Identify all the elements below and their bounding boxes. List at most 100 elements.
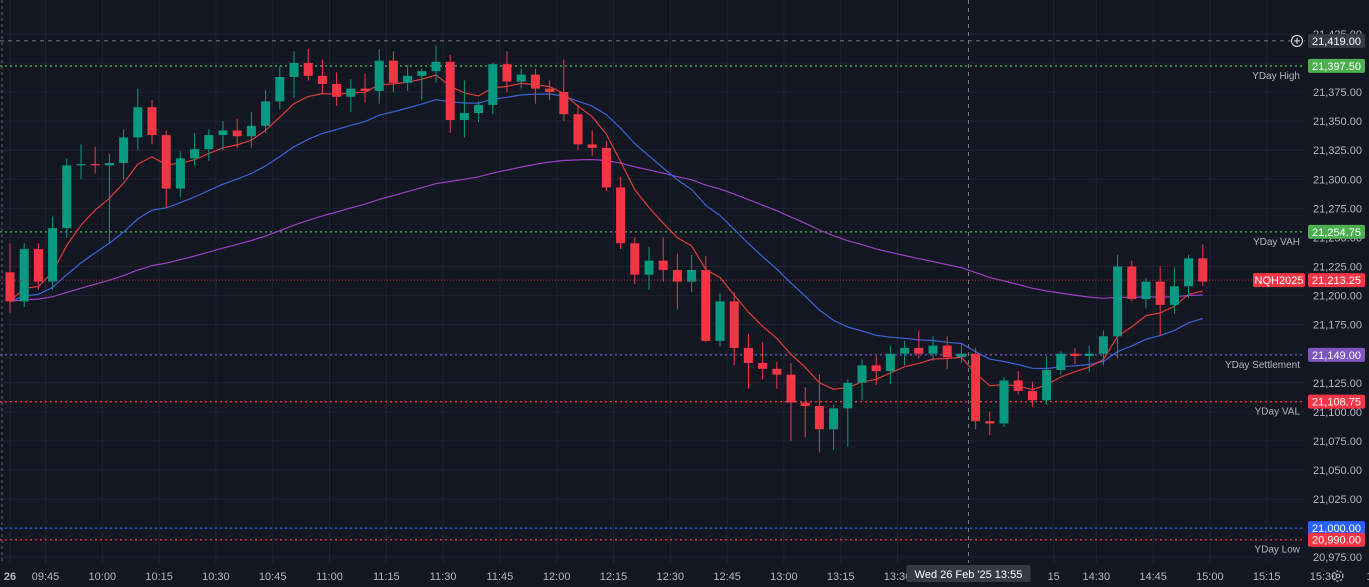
candle[interactable] (928, 336, 938, 361)
candle[interactable] (275, 66, 285, 110)
candle[interactable] (90, 146, 100, 174)
candle[interactable] (133, 88, 143, 151)
candle[interactable] (1184, 254, 1194, 298)
candle[interactable] (843, 379, 853, 447)
candle[interactable] (104, 153, 114, 244)
candle[interactable] (5, 243, 15, 314)
candle[interactable] (545, 80, 555, 101)
candle[interactable] (232, 118, 242, 148)
candle[interactable] (956, 344, 966, 364)
candle[interactable] (19, 243, 29, 308)
candle[interactable] (76, 144, 86, 180)
candle[interactable] (62, 158, 72, 238)
candle[interactable] (914, 330, 924, 359)
candle-body (630, 243, 640, 275)
candle[interactable] (346, 79, 356, 112)
candle[interactable] (971, 347, 981, 430)
candle[interactable] (715, 293, 725, 347)
candle[interactable] (644, 246, 654, 290)
candle-body (942, 345, 952, 358)
candle[interactable] (246, 111, 256, 148)
candle[interactable] (190, 132, 200, 166)
candle[interactable] (559, 59, 569, 122)
candle[interactable] (1027, 381, 1037, 408)
candle[interactable] (1098, 330, 1108, 366)
candle-body (1113, 266, 1123, 337)
candle[interactable] (459, 80, 469, 138)
candle[interactable] (857, 359, 867, 401)
candle[interactable] (261, 89, 271, 133)
candle[interactable] (289, 51, 299, 98)
candle[interactable] (1127, 260, 1137, 302)
candle[interactable] (317, 59, 327, 94)
plus-circle-icon[interactable] (1290, 34, 1304, 48)
candle[interactable] (147, 100, 157, 145)
candle[interactable] (1155, 266, 1165, 337)
candle[interactable] (374, 49, 384, 104)
candle[interactable] (601, 140, 611, 191)
gear-icon[interactable] (1332, 570, 1344, 582)
candle[interactable] (218, 121, 228, 151)
candle[interactable] (119, 129, 129, 180)
candle[interactable] (729, 292, 739, 366)
candle[interactable] (48, 216, 58, 290)
candle[interactable] (204, 129, 214, 161)
candle[interactable] (332, 72, 342, 107)
candle[interactable] (445, 54, 455, 133)
candle-body (956, 353, 966, 358)
candle[interactable] (360, 73, 370, 103)
candle[interactable] (502, 51, 512, 93)
candle[interactable] (814, 374, 824, 453)
candle[interactable] (573, 104, 583, 151)
candle[interactable] (516, 68, 526, 89)
candle[interactable] (630, 237, 640, 284)
candle[interactable] (587, 130, 597, 157)
candle[interactable] (303, 49, 313, 81)
candle[interactable] (33, 243, 43, 290)
candle[interactable] (758, 342, 768, 380)
candle[interactable] (672, 253, 682, 310)
candle[interactable] (985, 411, 995, 436)
time-axis[interactable]: 26 09:45 10:00 10:15 10:30 10:45 11:00 11:15 11:… (0, 563, 1369, 587)
candles[interactable] (5, 45, 1208, 453)
candle[interactable] (1013, 371, 1023, 395)
candle[interactable] (1056, 351, 1066, 375)
candle[interactable] (1141, 278, 1151, 309)
candle[interactable] (772, 361, 782, 389)
candle[interactable] (161, 130, 171, 209)
candle[interactable] (829, 404, 839, 451)
candle[interactable] (1113, 254, 1123, 359)
axis-widgets[interactable] (1290, 34, 1344, 582)
candle[interactable] (871, 356, 881, 386)
candle[interactable] (474, 101, 484, 123)
candle[interactable] (1169, 267, 1179, 315)
candle[interactable] (701, 256, 711, 343)
candle[interactable] (488, 63, 498, 115)
candle[interactable] (403, 65, 413, 91)
candle[interactable] (885, 345, 895, 384)
candle[interactable] (616, 176, 626, 250)
candle[interactable] (175, 151, 185, 197)
candle[interactable] (786, 363, 796, 441)
candle[interactable] (530, 68, 540, 104)
candle[interactable] (942, 336, 952, 369)
price-axis[interactable]: 21,425.0021,375.0021,350.0021,325.0021,3… (1305, 0, 1369, 587)
x-tick-label: 10:15 (145, 571, 173, 583)
candle[interactable] (999, 376, 1009, 427)
y-tick-label: 21,050.00 (1313, 465, 1362, 477)
candle[interactable] (687, 254, 697, 293)
candle[interactable] (1042, 356, 1052, 405)
candle[interactable] (431, 45, 441, 83)
candle[interactable] (658, 237, 668, 282)
candle[interactable] (417, 68, 427, 101)
candle-body (559, 92, 569, 115)
candle[interactable] (743, 333, 753, 389)
candle[interactable] (800, 387, 810, 438)
candle[interactable] (1084, 345, 1094, 373)
candle[interactable] (900, 340, 910, 366)
candle[interactable] (1070, 347, 1080, 365)
candle[interactable] (388, 51, 398, 93)
crosshair-vertical (0, 0, 1305, 563)
candle[interactable] (1198, 244, 1208, 287)
